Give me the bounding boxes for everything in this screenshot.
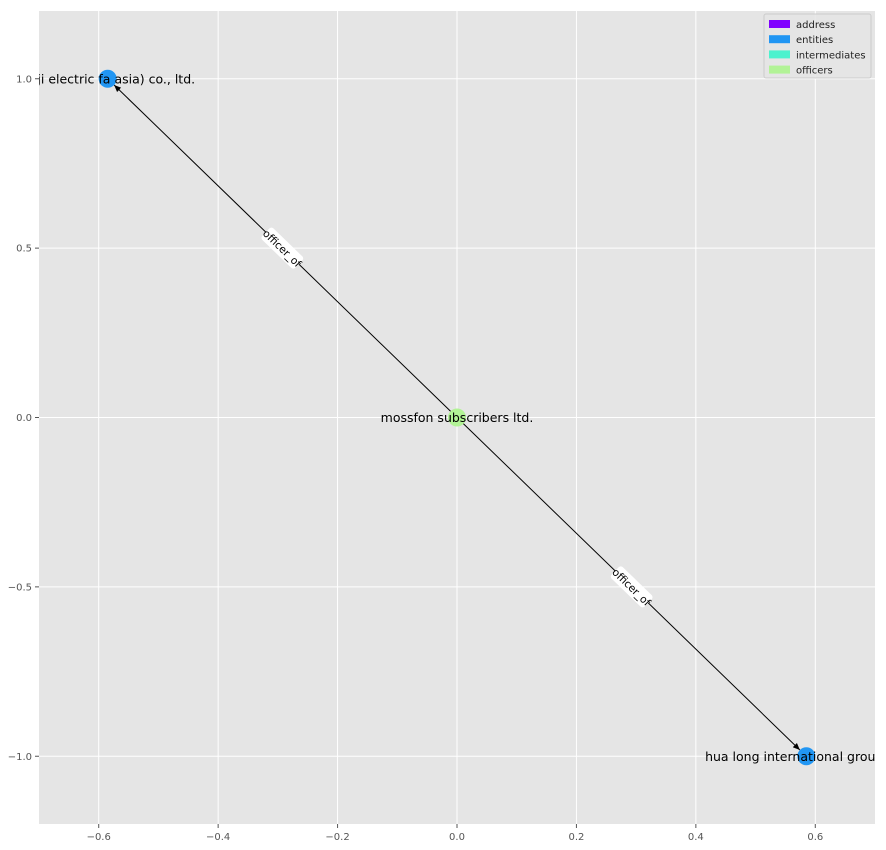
node-label: (fuji electric fa asia) co., ltd. xyxy=(20,71,195,86)
legend-box xyxy=(763,13,872,79)
y-tick-label: 1.0 xyxy=(16,74,32,85)
y-tick-label: −0.5 xyxy=(8,582,32,593)
node-entities xyxy=(98,69,117,88)
x-tick-label: 0.2 xyxy=(568,832,584,843)
x-tick-label: −0.2 xyxy=(325,832,349,843)
x-tick-label: −0.4 xyxy=(206,832,230,843)
node-labels: (fuji electric fa asia) co., ltd. mossfon… xyxy=(20,71,886,764)
y-tick-label: 0.5 xyxy=(16,244,32,255)
node-label: mossfon subscribers ltd. xyxy=(381,410,534,425)
legend-swatch xyxy=(769,35,790,44)
node-entities xyxy=(797,747,816,766)
legend-label: address xyxy=(796,20,835,31)
x-tick-label: 0.4 xyxy=(688,832,704,843)
legend-swatch xyxy=(769,65,790,74)
legend-label: intermediates xyxy=(796,50,866,61)
edge-label-box xyxy=(610,566,653,608)
legend-swatch xyxy=(769,20,790,28)
axes: −0.6 −0.4 −0.2 0.0 0.2 0.4 0.6 1.0 0.5 0.0 −0.5 −1.… xyxy=(8,74,824,843)
x-tick-label: −0.6 xyxy=(87,832,111,843)
legend-swatch xyxy=(769,50,790,59)
y-tick-label: 0.0 xyxy=(16,413,32,424)
x-tick-label: 0.6 xyxy=(807,832,823,843)
y-tick-label: −1.0 xyxy=(8,752,32,763)
legend-label: officers xyxy=(796,66,833,77)
x-tick-label: 0.0 xyxy=(449,832,465,843)
legend-label: entities xyxy=(796,35,833,46)
legend: address entities intermediates officers xyxy=(763,13,872,79)
edge-label-box xyxy=(261,227,304,269)
node-label: hua long international group ltd. xyxy=(705,749,886,764)
node-officers xyxy=(448,408,466,427)
nodes xyxy=(98,69,816,766)
